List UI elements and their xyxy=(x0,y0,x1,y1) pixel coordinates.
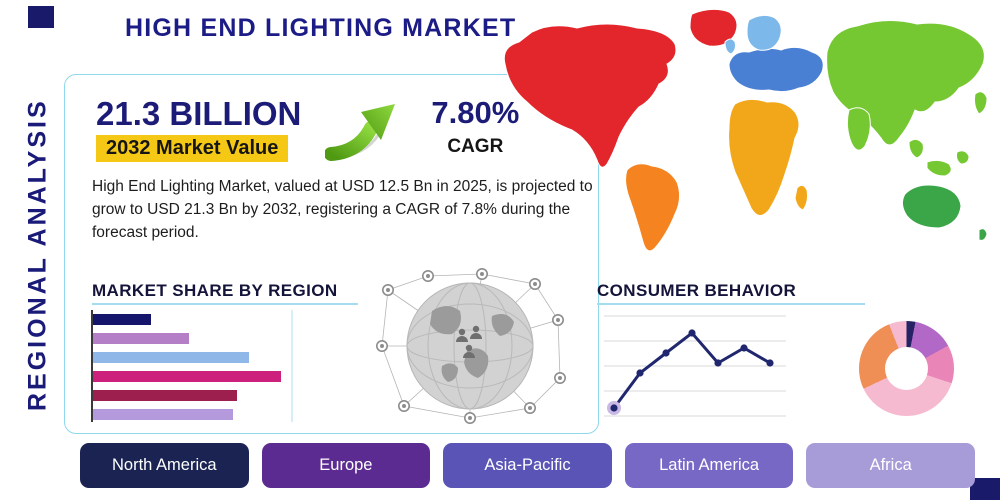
consumer-behavior-underline xyxy=(597,303,865,305)
vertical-title: REGIONAL ANALYSIS xyxy=(23,98,52,412)
region-buttons: North America Europe Asia-Pacific Latin Ame… xyxy=(80,443,975,488)
consumer-behavior-heading: CONSUMER BEHAVIOR xyxy=(597,281,797,300)
bar-segment xyxy=(93,333,189,344)
cagr-block: 7.80% CAGR xyxy=(431,95,520,158)
world-map xyxy=(503,8,988,252)
island-madagascar xyxy=(794,184,808,211)
corner-square-bottom-right xyxy=(970,478,1000,500)
continent-europe xyxy=(728,46,824,93)
corner-square-top-left xyxy=(28,6,54,28)
region-new-zealand xyxy=(978,228,988,241)
cagr-label: CAGR xyxy=(447,136,504,158)
growth-arrow-icon xyxy=(325,104,396,161)
bar-segment xyxy=(93,314,151,325)
bar-segment xyxy=(93,390,237,401)
bar-chart-axis xyxy=(91,310,93,422)
stats-outline-box xyxy=(64,74,599,434)
market-value-block: 21.3 BILLION 2032 Market Value xyxy=(96,95,302,163)
continent-north-america xyxy=(503,23,677,168)
region-indonesia xyxy=(926,159,952,177)
market-share-underline xyxy=(92,303,358,305)
stats-row: 21.3 BILLION 2032 Market Value 7.80% CAG… xyxy=(96,95,520,163)
continent-africa xyxy=(728,98,800,216)
region-scandinavia xyxy=(746,14,782,51)
cagr-value: 7.80% xyxy=(431,95,520,130)
people-icons xyxy=(456,325,482,358)
region-british-isles xyxy=(724,38,736,55)
region-philippines xyxy=(956,150,970,165)
donut-chart xyxy=(859,321,954,416)
region-button-africa[interactable]: Africa xyxy=(806,443,975,488)
region-southeast-asia xyxy=(908,138,924,159)
region-japan xyxy=(974,91,988,115)
bar-segment xyxy=(93,352,249,363)
bar-chart-frame-line xyxy=(291,310,293,422)
region-button-europe[interactable]: Europe xyxy=(261,443,431,488)
line-chart-svg xyxy=(604,315,786,417)
continent-south-america xyxy=(625,163,681,252)
continent-greenland xyxy=(689,8,738,47)
globe-network-graphic xyxy=(376,268,567,425)
market-description: High End Lighting Market, valued at USD … xyxy=(92,178,593,241)
region-button-asia-pacific[interactable]: Asia-Pacific xyxy=(443,443,612,488)
bar-chart-bars xyxy=(93,314,293,420)
market-share-heading: MARKET SHARE BY REGION xyxy=(92,281,338,300)
region-button-latin-america[interactable]: Latin America xyxy=(624,443,794,488)
bar-segment xyxy=(93,409,233,420)
region-india xyxy=(846,107,871,151)
market-value-label: 2032 Market Value xyxy=(96,135,289,163)
continent-australia xyxy=(901,184,962,229)
page-title: HIGH END LIGHTING MARKET xyxy=(125,14,517,42)
region-button-north-america[interactable]: North America xyxy=(80,443,249,488)
bar-segment xyxy=(93,371,281,382)
market-value: 21.3 BILLION xyxy=(96,95,302,132)
